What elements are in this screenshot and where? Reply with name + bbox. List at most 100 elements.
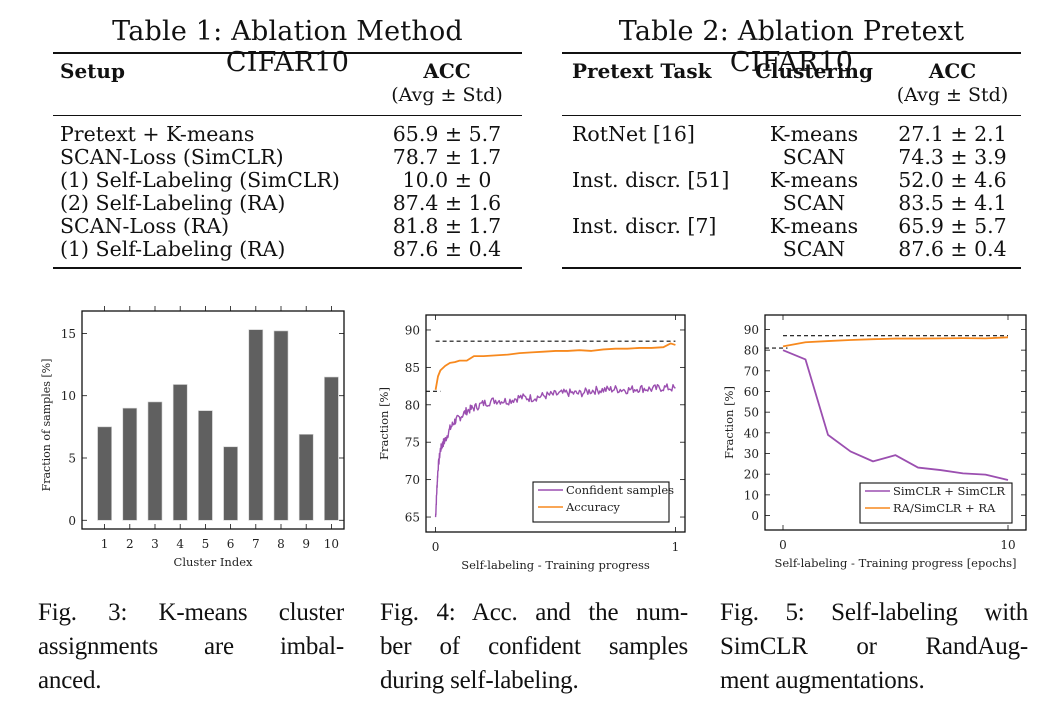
plot-frame xyxy=(764,314,1027,531)
table-row: SCAN-Loss (RA) 81.8 ± 1.7 xyxy=(53,215,522,238)
table-row: Inst. discr. [51] K-means 52.0 ± 4.6 xyxy=(562,169,1021,192)
plot-frame xyxy=(425,314,686,533)
y-tick-label: 80 xyxy=(744,344,759,358)
table-row: SCAN 87.6 ± 0.4 xyxy=(562,238,1021,267)
cell-clustering: SCAN xyxy=(782,237,846,261)
bar-cluster-10 xyxy=(324,376,339,521)
header-acc-sub: (Avg ± Std) xyxy=(391,84,503,106)
y-tick-label: 10 xyxy=(744,488,759,502)
header-clustering: Clustering xyxy=(755,59,873,83)
cell-acc: 74.3 ± 3.9 xyxy=(898,145,1007,169)
y-axis-label: Fraction [%] xyxy=(377,387,391,460)
caption-line: assignments are imbal- xyxy=(38,633,344,660)
cell-pretext xyxy=(562,192,744,215)
y-tick-label: 90 xyxy=(744,323,759,337)
table-row: Pretext + K-means 65.9 ± 5.7 xyxy=(53,116,522,146)
cell-setup: SCAN-Loss (SimCLR) xyxy=(60,145,284,169)
cell-acc: 87.6 ± 0.4 xyxy=(898,237,1007,261)
table-top-rule xyxy=(53,52,522,54)
y-tick-label: 0 xyxy=(68,514,76,528)
x-tick-label: 9 xyxy=(302,537,310,551)
x-tick-label: 5 xyxy=(202,537,210,551)
x-tick-label: 0 xyxy=(432,540,440,554)
legend-box xyxy=(532,481,670,523)
x-tick-label: 8 xyxy=(277,537,285,551)
header-pretext: Pretext Task xyxy=(572,59,712,83)
y-tick-label: 65 xyxy=(405,511,420,525)
legend-label: Accuracy xyxy=(565,500,620,514)
header-acc: ACC (Avg ± Std) xyxy=(372,54,522,115)
table-rows: RotNet [16] K-means 27.1 ± 2.1 SCAN 74.3 ± 3… xyxy=(562,116,1021,267)
cell-clustering: SCAN xyxy=(782,145,846,169)
figure-cluster-assignments: 0 5 10 15 1 2 3 4 5 6 7 8 9 10 Cluster Index Fraction o… xyxy=(40,306,345,569)
cell-setup: SCAN-Loss (RA) xyxy=(60,214,230,238)
table-mid-rule xyxy=(562,115,1021,116)
y-tick-label: 30 xyxy=(744,447,759,461)
cell-pretext: RotNet [16] xyxy=(572,122,695,146)
x-tick-label: 0 xyxy=(779,538,787,552)
legend-label: SimCLR + SimCLR xyxy=(893,484,1005,498)
table-body: Setup ACC (Avg ± Std) xyxy=(53,54,522,115)
y-axis-label: Fraction [%] xyxy=(722,386,736,459)
x-axis-label: Self-labeling - Training progress xyxy=(461,558,650,572)
header-acc-label: ACC xyxy=(423,59,471,83)
y-tick-label: 40 xyxy=(744,426,759,440)
table-row: (2) Self-Labeling (RA) 87.4 ± 1.6 xyxy=(53,192,522,215)
cell-clustering: K-means xyxy=(769,214,859,238)
figure-augmentation-comparison: 0 10 20 30 40 50 60 70 80 90 0 10 SimCLR + SimCLR RA/… xyxy=(722,314,1027,570)
y-tick-label: 15 xyxy=(61,327,76,341)
table-row: RotNet [16] K-means 27.1 ± 2.1 xyxy=(562,116,1021,146)
x-tick-label: 3 xyxy=(151,537,159,551)
table-header-row: Setup ACC (Avg ± Std) xyxy=(53,54,522,115)
x-tick-label: 4 xyxy=(176,537,184,551)
caption-line: anced. xyxy=(38,667,102,694)
y-tick-label: 90 xyxy=(405,323,420,337)
bar-cluster-5 xyxy=(198,410,213,521)
header-acc-label: ACC xyxy=(928,59,977,83)
cell-acc: 87.4 ± 1.6 xyxy=(392,191,502,215)
cell-setup: Pretext + K-means xyxy=(60,122,255,146)
x-tick-label: 10 xyxy=(1000,538,1015,552)
x-tick-label: 7 xyxy=(252,537,260,551)
caption-fig5: Fig. 5: Self-labeling with SimCLR or Rand… xyxy=(720,596,1028,698)
table-row: Inst. discr. [7] K-means 65.9 ± 5.7 xyxy=(562,215,1021,238)
x-tick-label: 1 xyxy=(672,540,680,554)
legend: SimCLR + SimCLR RA/SimCLR + RA xyxy=(859,482,1013,524)
series-line-ra-simclr-ra xyxy=(782,336,1009,348)
x-tick-label: 1 xyxy=(101,537,109,551)
cell-clustering: K-means xyxy=(769,122,859,146)
table-mid-rule xyxy=(53,115,522,116)
cell-acc: 87.6 ± 0.4 xyxy=(392,237,502,261)
table-row: SCAN 74.3 ± 3.9 xyxy=(562,146,1021,169)
bar-cluster-1 xyxy=(97,426,112,521)
y-tick-label: 80 xyxy=(405,398,420,412)
caption-line: SimCLR or RandAug- xyxy=(720,633,1028,660)
bar-cluster-9 xyxy=(298,434,314,521)
cell-acc: 52.0 ± 4.6 xyxy=(898,168,1007,192)
caption-line: ment augmentations. xyxy=(720,667,925,694)
table-ablation-method: Table 1: Ablation Method CIFAR10 Setup A… xyxy=(53,0,522,269)
table-rows: Pretext + K-means 65.9 ± 5.7 SCAN-Loss (Si… xyxy=(53,116,522,267)
y-tick-label: 70 xyxy=(744,364,759,378)
table-title: Table 1: Ablation Method CIFAR10 xyxy=(112,16,463,78)
bar-cluster-4 xyxy=(172,384,188,521)
cell-pretext xyxy=(562,146,744,169)
y-tick-label: 70 xyxy=(405,473,420,487)
cell-acc: 10.0 ± 0 xyxy=(402,168,492,192)
cell-acc: 65.9 ± 5.7 xyxy=(898,214,1007,238)
table-top-rule xyxy=(562,52,1021,54)
table-row: SCAN 83.5 ± 4.1 xyxy=(562,192,1021,215)
caption-fig4: Fig. 4: Acc. and the num-ber of confiden… xyxy=(380,596,688,698)
table-header-row: Pretext Task Clustering ACC (Avg ± Std) xyxy=(562,54,1021,115)
cell-clustering: SCAN xyxy=(782,191,846,215)
bar-cluster-2 xyxy=(122,407,138,521)
caption-line: Fig. 5: Self-labeling with xyxy=(720,599,1028,626)
y-tick-label: 85 xyxy=(405,361,420,375)
figure-self-labeling-progress: 65 70 75 80 85 90 0 1 Confident samples Accuracy S… xyxy=(377,314,686,572)
cell-pretext: Inst. discr. [7] xyxy=(572,214,717,238)
x-tick-label: 6 xyxy=(227,537,235,551)
cell-pretext: Inst. discr. [51] xyxy=(572,168,730,192)
cell-setup: (1) Self-Labeling (RA) xyxy=(60,237,286,261)
cell-acc: 65.9 ± 5.7 xyxy=(392,122,502,146)
cell-clustering: K-means xyxy=(769,168,859,192)
